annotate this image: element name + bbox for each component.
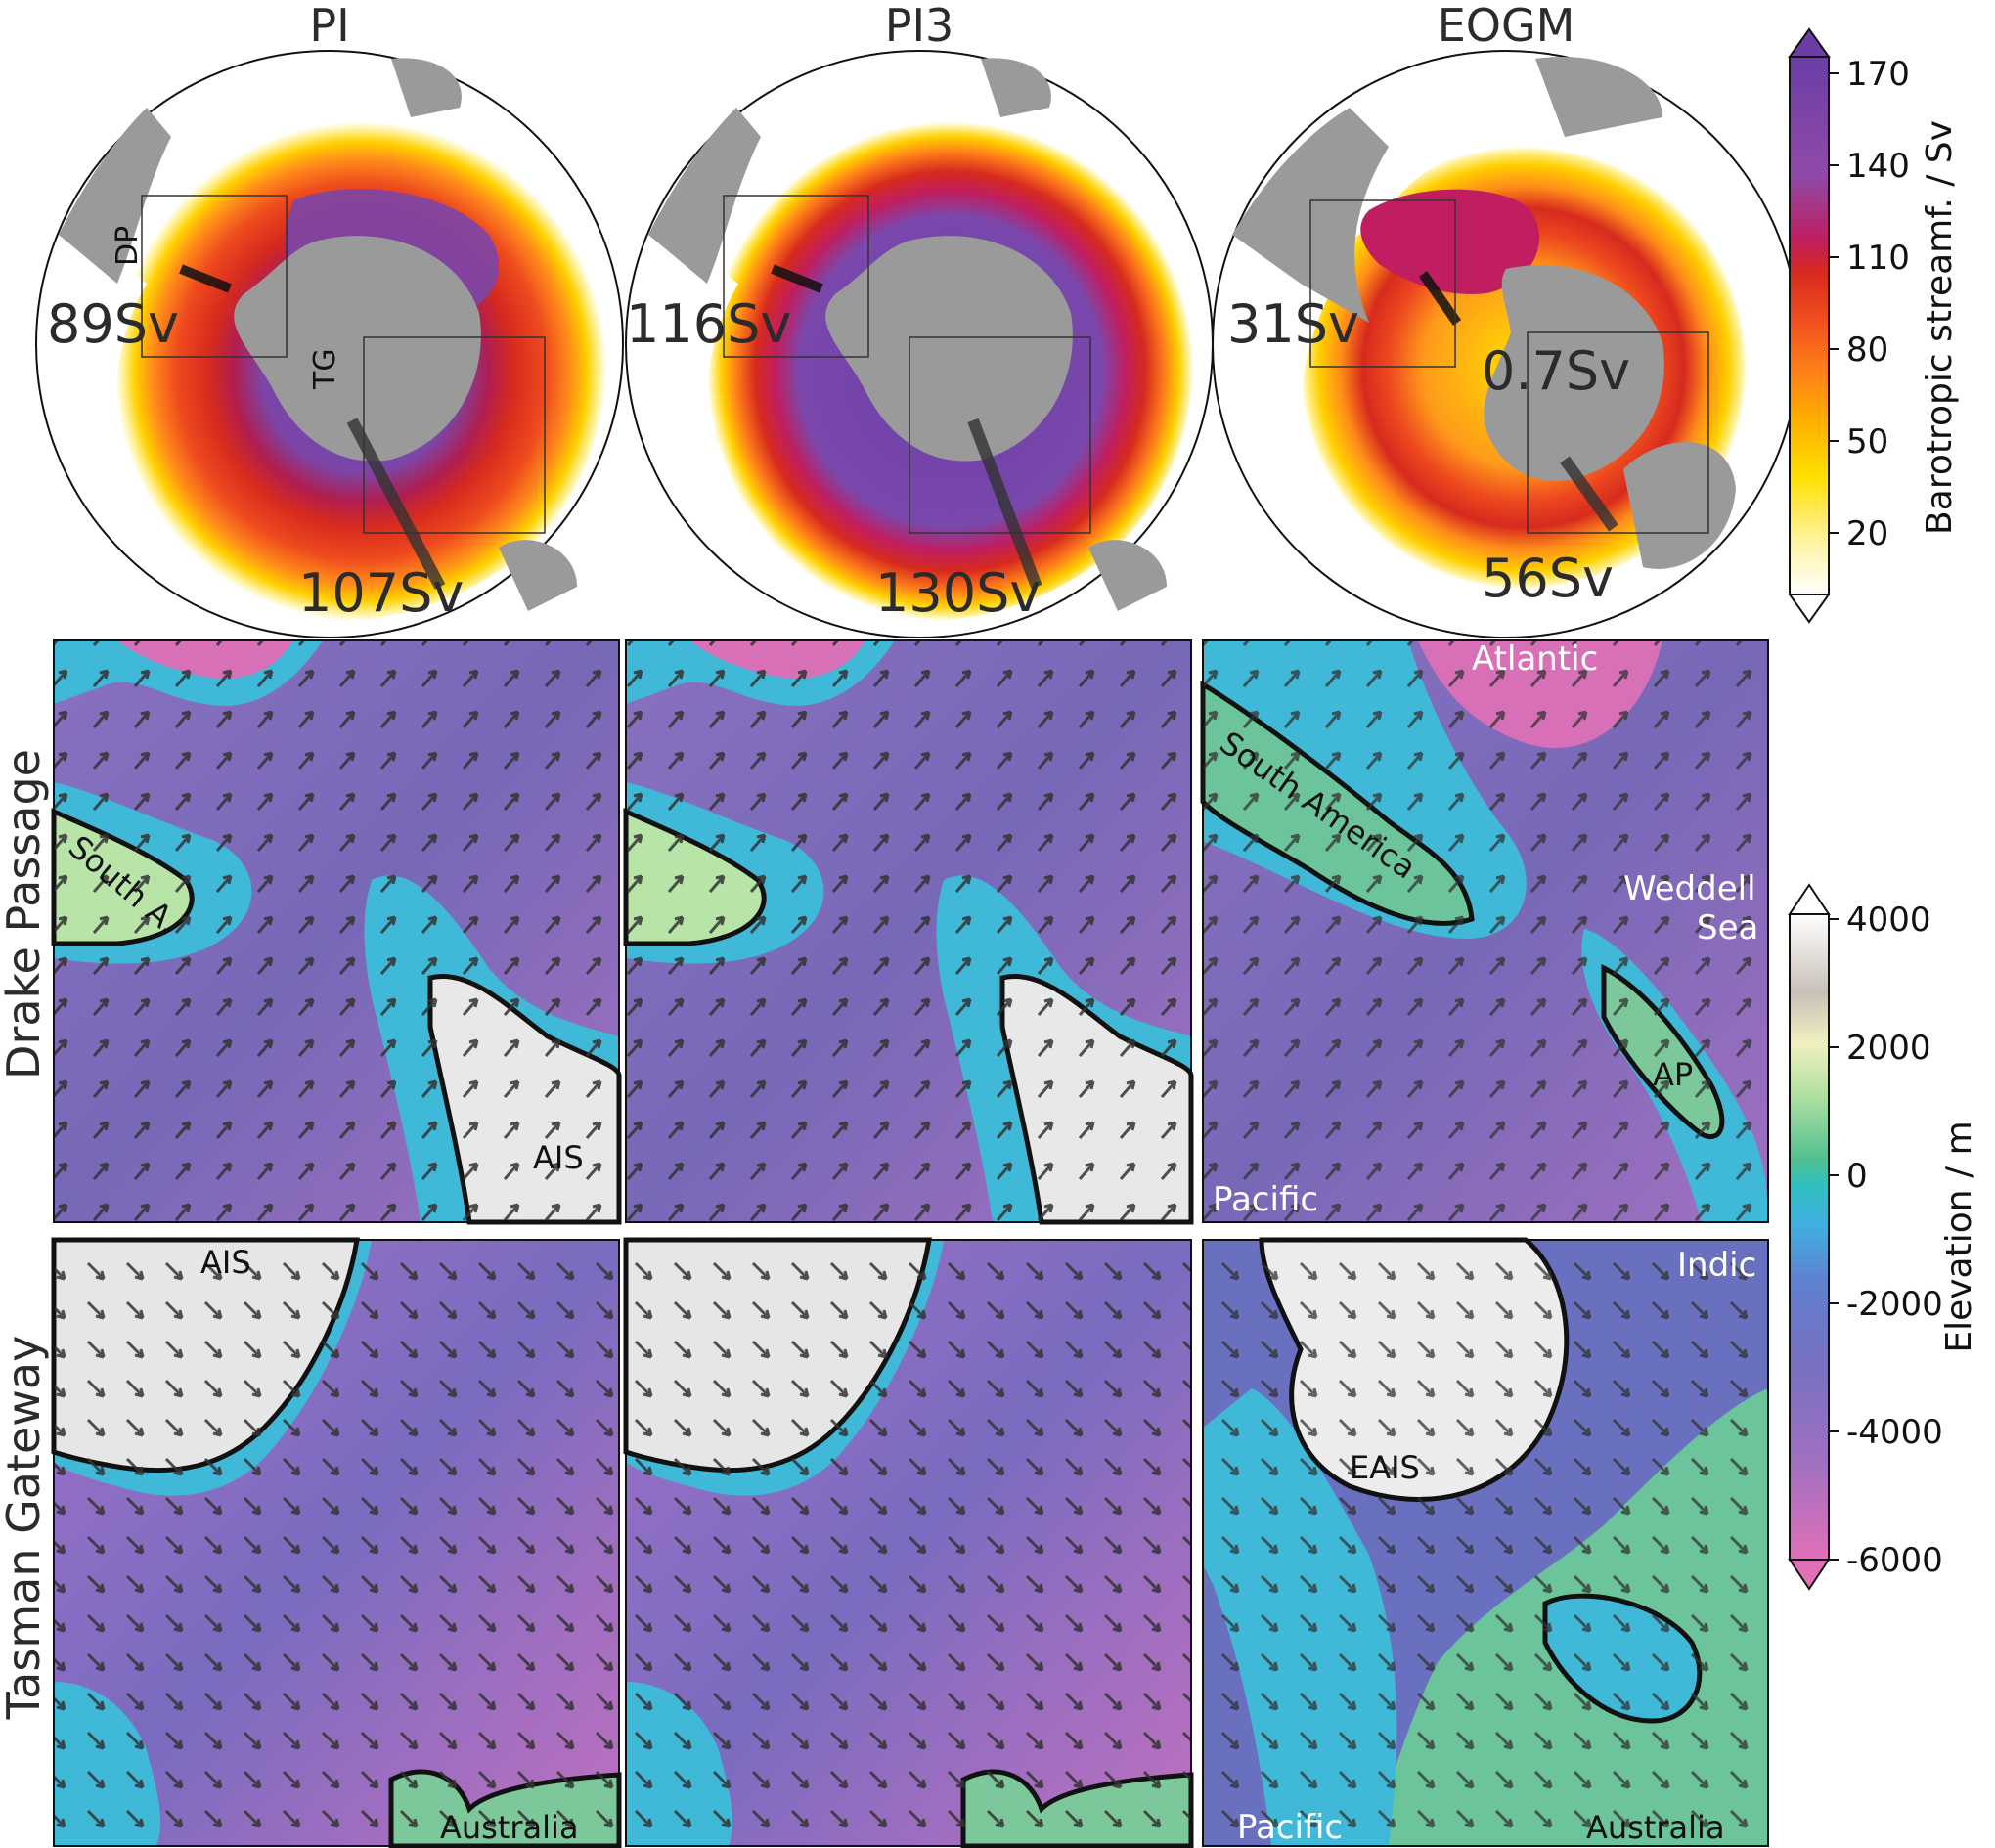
panel-tg-eogm: Indic EAIS Pacific Australia — [1202, 1237, 1769, 1847]
colorbar-tick-label: 20 — [1846, 514, 1888, 553]
panel-tg-pi: AIS Australia — [51, 1237, 622, 1848]
col-title-pi: PI — [309, 0, 349, 52]
gate-label-tg-pi: TG — [308, 348, 342, 390]
panel-dp-pi: South A. AIS — [51, 639, 622, 1225]
colorbar-tick-label: -4000 — [1846, 1413, 1943, 1452]
label-weddell: Weddell — [1623, 869, 1756, 908]
tg-transport-pi3: 130Sv — [875, 562, 1041, 624]
label-pacific-dp: Pacific — [1213, 1180, 1318, 1219]
dp-transport-pi: 89Sv — [47, 293, 179, 355]
colorbar-tick-label: 4000 — [1846, 901, 1931, 940]
label-atlantic: Atlantic — [1472, 639, 1598, 679]
row-title-tasman: Tasman Gateway — [0, 1336, 50, 1721]
colorbar-elevation-label: Elevation / m — [1939, 1121, 1979, 1352]
tg-transport-eogm: 56Sv — [1482, 548, 1614, 609]
colorbar-tick-label: 50 — [1846, 422, 1888, 462]
colorbar-streamfunction-label: Barotropic streamf. / Sv — [1920, 120, 1960, 535]
colorbar-tick-label: 80 — [1846, 330, 1888, 370]
label-eais: EAIS — [1350, 1449, 1420, 1486]
label-ais-dp: AIS — [533, 1139, 584, 1176]
colorbar-tick-label: 140 — [1846, 147, 1910, 186]
polar-map-pi3: 116Sv 130Sv — [625, 50, 1214, 638]
label-australia-eogm: Australia — [1586, 1809, 1725, 1846]
polar-map-pi: DP TG 89Sv 107Sv — [35, 50, 624, 638]
panel-dp-pi3 — [623, 639, 1194, 1225]
colorbar-tick-label: -6000 — [1846, 1541, 1943, 1580]
label-pacific-tg: Pacific — [1237, 1808, 1343, 1847]
tg-transport-pi: 107Sv — [298, 562, 464, 624]
label-ais-tg: AIS — [200, 1244, 251, 1281]
label-ap: AP — [1653, 1056, 1693, 1093]
colorbar-tick-label: 0 — [1846, 1157, 1868, 1196]
colorbar-tick-label: 170 — [1846, 55, 1910, 94]
colorbar-tick-label: -2000 — [1846, 1285, 1943, 1324]
label-indic: Indic — [1677, 1246, 1756, 1285]
colorbar-streamfunction: 170 140 110 80 50 20 Barotropic streamf. / Sv — [1788, 27, 1960, 624]
col-title-pi3: PI3 — [885, 0, 954, 52]
panel-tg-pi3 — [623, 1237, 1194, 1848]
panel-dp-eogm: Atlantic South America Weddell Sea AP Pa… — [1200, 639, 1769, 1223]
gate-label-dp-pi: DP — [111, 226, 145, 266]
colorbar-tick-label: 2000 — [1846, 1029, 1931, 1068]
colorbar-elevation: 4000 2000 0 -2000 -4000 -6000 Elevation / m — [1788, 883, 1979, 1591]
polar-map-eogm: 31Sv 0.7Sv 56Sv — [1212, 50, 1800, 638]
colorbar-tick-label: 110 — [1846, 239, 1910, 278]
label-australia-pi: Australia — [440, 1809, 579, 1846]
label-sea: Sea — [1697, 908, 1758, 947]
extra-transport-eogm: 0.7Sv — [1482, 340, 1630, 402]
row-title-drake: Drake Passage — [0, 749, 50, 1079]
dp-transport-pi3: 116Sv — [626, 293, 791, 355]
dp-transport-eogm: 31Sv — [1227, 293, 1359, 355]
col-title-eogm: EOGM — [1438, 0, 1575, 52]
